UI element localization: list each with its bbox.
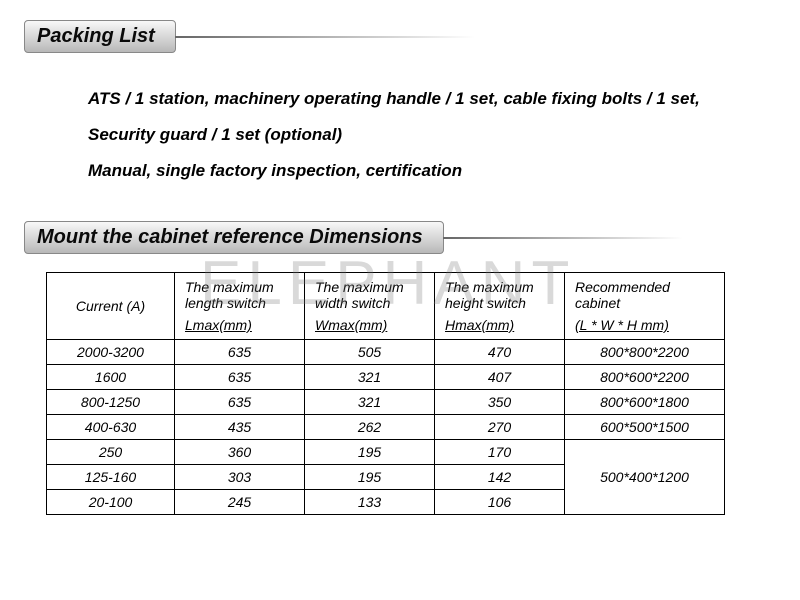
cell-current: 250 bbox=[47, 440, 175, 465]
cell-cabinet: 600*500*1500 bbox=[565, 415, 725, 440]
cell-current: 1600 bbox=[47, 365, 175, 390]
packing-list: ATS / 1 station, machinery operating han… bbox=[88, 81, 800, 189]
col-header-sub: Wmax(mm) bbox=[315, 311, 428, 333]
table-row: 800-1250 635 321 350 800*600*1800 bbox=[47, 390, 725, 415]
cell-cabinet: 800*800*2200 bbox=[565, 340, 725, 365]
col-header-current: Current (A) bbox=[47, 273, 175, 340]
section-header-dimensions: Mount the cabinet reference Dimensions bbox=[24, 221, 444, 254]
cell-cabinet: 800*600*2200 bbox=[565, 365, 725, 390]
section-header-packing: Packing List bbox=[24, 20, 176, 53]
packing-line: Security guard / 1 set (optional) bbox=[88, 117, 800, 153]
col-header-sub: Hmax(mm) bbox=[445, 311, 558, 333]
table-row: 400-630 435 262 270 600*500*1500 bbox=[47, 415, 725, 440]
table-header-row: Current (A) The maximum length switch Lm… bbox=[47, 273, 725, 340]
col-header-top: The maximum width switch bbox=[315, 279, 404, 313]
col-header-top: The maximum length switch bbox=[185, 279, 274, 313]
dimensions-table-wrap: Current (A) The maximum length switch Lm… bbox=[46, 272, 800, 515]
cell-lmax: 635 bbox=[175, 340, 305, 365]
cell-wmax: 262 bbox=[305, 415, 435, 440]
cell-lmax: 435 bbox=[175, 415, 305, 440]
cell-wmax: 321 bbox=[305, 365, 435, 390]
col-header-top: Current (A) bbox=[76, 298, 145, 314]
col-header-wmax: The maximum width switch Wmax(mm) bbox=[305, 273, 435, 340]
col-header-sub: Lmax(mm) bbox=[185, 311, 298, 333]
col-header-lmax: The maximum length switch Lmax(mm) bbox=[175, 273, 305, 340]
cell-wmax: 133 bbox=[305, 490, 435, 515]
packing-line: ATS / 1 station, machinery operating han… bbox=[88, 81, 800, 117]
cell-current: 400-630 bbox=[47, 415, 175, 440]
cell-cabinet-merged: 500*400*1200 bbox=[565, 440, 725, 515]
cell-current: 125-160 bbox=[47, 465, 175, 490]
cell-current: 2000-3200 bbox=[47, 340, 175, 365]
cell-wmax: 505 bbox=[305, 340, 435, 365]
cell-lmax: 635 bbox=[175, 390, 305, 415]
cell-hmax: 270 bbox=[435, 415, 565, 440]
cell-current: 20-100 bbox=[47, 490, 175, 515]
col-header-top: The maximum height switch bbox=[445, 279, 534, 313]
table-row: 2000-3200 635 505 470 800*800*2200 bbox=[47, 340, 725, 365]
cell-hmax: 142 bbox=[435, 465, 565, 490]
cell-wmax: 195 bbox=[305, 440, 435, 465]
table-row: 1600 635 321 407 800*600*2200 bbox=[47, 365, 725, 390]
col-header-hmax: The maximum height switch Hmax(mm) bbox=[435, 273, 565, 340]
cell-lmax: 303 bbox=[175, 465, 305, 490]
cell-lmax: 360 bbox=[175, 440, 305, 465]
col-header-top: Recommended cabinet bbox=[575, 279, 670, 313]
cell-lmax: 245 bbox=[175, 490, 305, 515]
cell-hmax: 106 bbox=[435, 490, 565, 515]
packing-line: Manual, single factory inspection, certi… bbox=[88, 153, 800, 189]
cell-lmax: 635 bbox=[175, 365, 305, 390]
col-header-sub: (L * W * H mm) bbox=[575, 311, 718, 333]
cell-wmax: 195 bbox=[305, 465, 435, 490]
cell-hmax: 350 bbox=[435, 390, 565, 415]
dimensions-table: Current (A) The maximum length switch Lm… bbox=[46, 272, 725, 515]
cell-wmax: 321 bbox=[305, 390, 435, 415]
cell-hmax: 170 bbox=[435, 440, 565, 465]
table-row: 250 360 195 170 500*400*1200 bbox=[47, 440, 725, 465]
cell-hmax: 407 bbox=[435, 365, 565, 390]
cell-cabinet: 800*600*1800 bbox=[565, 390, 725, 415]
col-header-cabinet: Recommended cabinet (L * W * H mm) bbox=[565, 273, 725, 340]
cell-hmax: 470 bbox=[435, 340, 565, 365]
cell-current: 800-1250 bbox=[47, 390, 175, 415]
